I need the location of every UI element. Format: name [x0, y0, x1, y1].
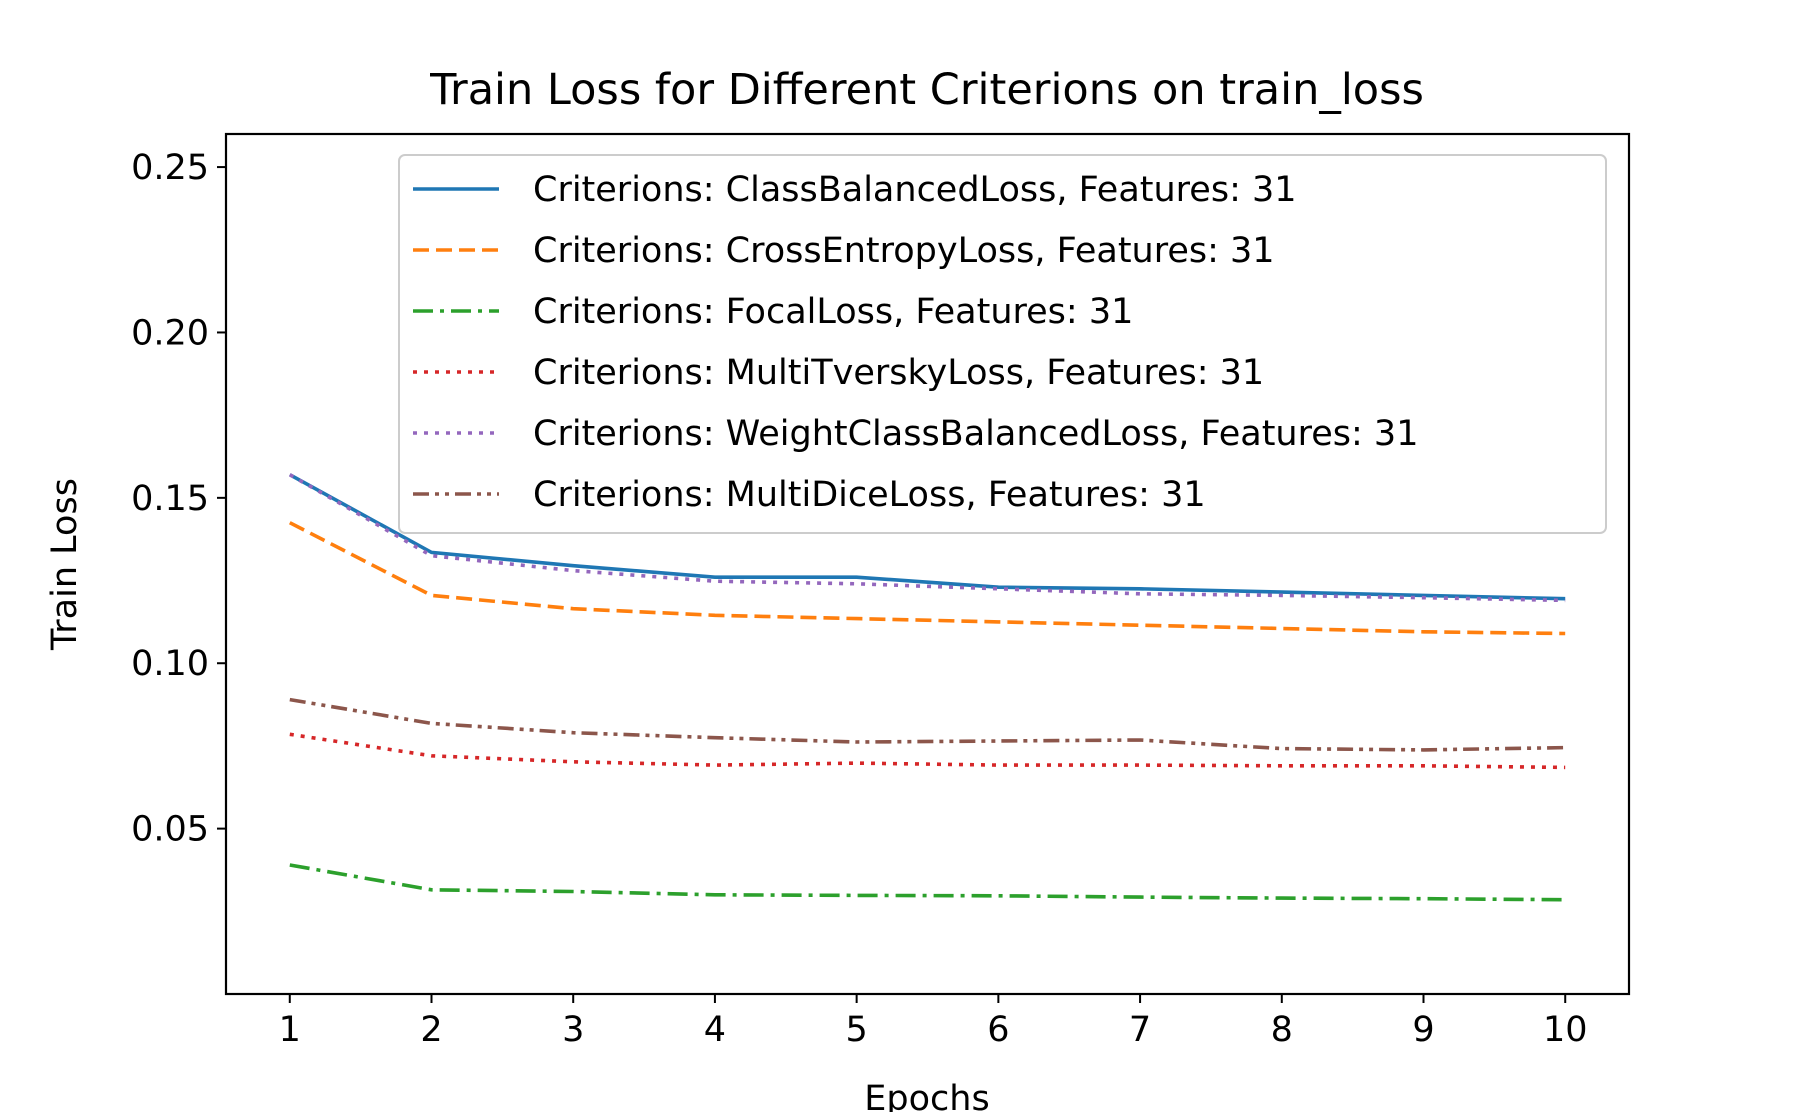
x-tick-label: 7 — [1129, 1010, 1151, 1050]
legend-label: Criterions: WeightClassBalancedLoss, Fea… — [533, 414, 1418, 454]
chart-title: Train Loss for Different Criterions on t… — [429, 65, 1424, 115]
axis-ticks: 1 2 3 4 5 6 7 8 9 10 0.05 0.10 0.15 0.20 0.25 — [131, 148, 1587, 1050]
series-line-1 — [288, 521, 1566, 636]
legend: Criterions: ClassBalancedLoss, Features:… — [398, 154, 1607, 534]
series-line-3 — [289, 732, 1566, 770]
axes-frame — [224, 132, 1631, 996]
y-tick-label: 0.20 — [131, 313, 209, 353]
x-tick-label: 5 — [846, 1010, 868, 1050]
plot-area — [288, 473, 1566, 902]
y-axis-label: Train Loss — [45, 478, 85, 651]
x-tick-label: 9 — [1412, 1010, 1434, 1050]
x-axis-label: Epochs — [864, 1079, 989, 1112]
legend-box — [398, 154, 1607, 534]
y-tick-label: 0.05 — [131, 810, 209, 850]
x-tick-label: 2 — [420, 1010, 442, 1050]
x-tick-label: 6 — [987, 1010, 1009, 1050]
x-tick-label: 10 — [1543, 1010, 1588, 1050]
series-line-2 — [289, 863, 1566, 902]
x-tick-label: 4 — [704, 1010, 726, 1050]
y-tick-label: 0.15 — [131, 479, 209, 519]
legend-label: Criterions: MultiDiceLoss, Features: 31 — [533, 475, 1206, 515]
legend-label: Criterions: ClassBalancedLoss, Features:… — [533, 170, 1297, 210]
series-line-0 — [288, 473, 1566, 601]
y-tick-label: 0.25 — [131, 148, 209, 188]
x-tick-label: 8 — [1271, 1010, 1293, 1050]
x-tick-label: 1 — [279, 1010, 301, 1050]
series-line-4 — [288, 473, 1566, 603]
legend-label: Criterions: CrossEntropyLoss, Features: … — [533, 231, 1275, 271]
x-tick-label: 3 — [562, 1010, 584, 1050]
series-line-5 — [289, 697, 1566, 752]
y-tick-label: 0.10 — [131, 644, 209, 684]
legend-label: Criterions: FocalLoss, Features: 31 — [533, 292, 1133, 332]
legend-label: Criterions: MultiTverskyLoss, Features: … — [533, 353, 1264, 393]
